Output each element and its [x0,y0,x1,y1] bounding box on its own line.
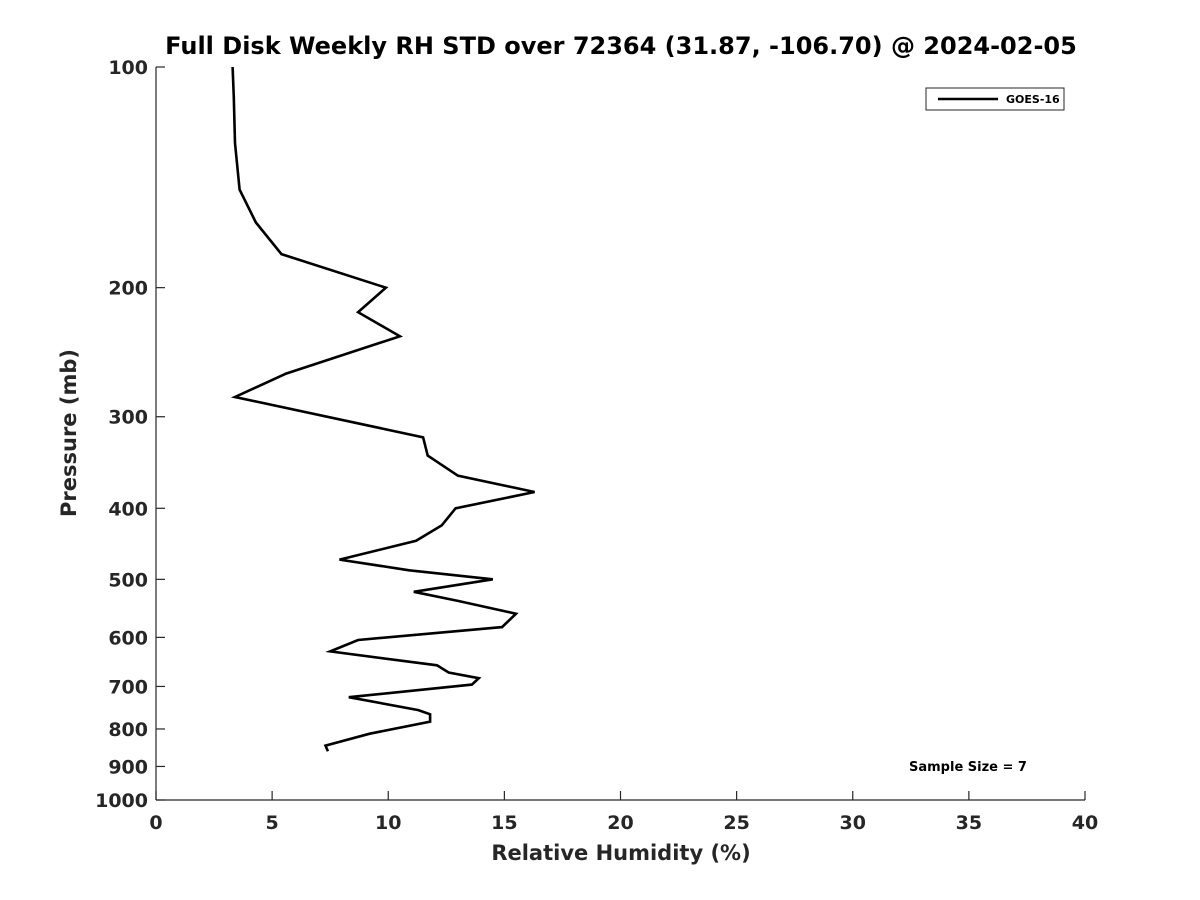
sample-size-annotation: Sample Size = 7 [909,760,1027,775]
x-ticks: 0 5 10 15 20 25 30 35 40 [149,791,1098,834]
plot-area [156,67,1085,800]
y-tick-label: 900 [108,756,148,778]
y-ticks: 100 200 300 400 500 600 700 800 900 1000 [95,57,165,812]
legend: GOES-16 [925,87,1065,111]
x-tick-label: 35 [956,812,982,834]
x-tick-label: 20 [607,812,633,834]
x-axis-label: Relative Humidity (%) [491,841,750,865]
x-tick-label: 0 [149,812,162,834]
x-tick-label: 40 [1072,812,1098,834]
y-tick-label: 600 [108,627,148,649]
x-tick-label: 25 [723,812,749,834]
y-tick-label: 700 [108,676,148,698]
y-tick-label: 400 [108,498,148,520]
y-tick-label: 100 [108,57,148,79]
series-line-goes-16 [230,66,535,752]
y-tick-label: 500 [108,569,148,591]
y-tick-label: 1000 [95,790,148,812]
legend-entry-goes-16: GOES-16 [1006,93,1060,106]
x-tick-label: 10 [375,812,401,834]
y-axis-label: Pressure (mb) [57,349,81,517]
chart-title: Full Disk Weekly RH STD over 72364 (31.8… [165,32,1077,60]
x-tick-label: 30 [840,812,866,834]
y-tick-label: 800 [108,719,148,741]
y-tick-label: 300 [108,407,148,429]
y-tick-label: 200 [108,278,148,300]
x-tick-label: 5 [266,812,279,834]
series-group [230,66,535,752]
x-tick-label: 15 [491,812,517,834]
